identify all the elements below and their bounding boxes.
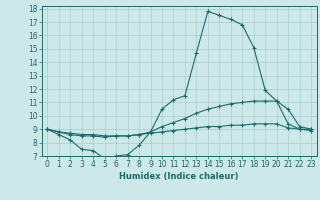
X-axis label: Humidex (Indice chaleur): Humidex (Indice chaleur) [119, 172, 239, 181]
